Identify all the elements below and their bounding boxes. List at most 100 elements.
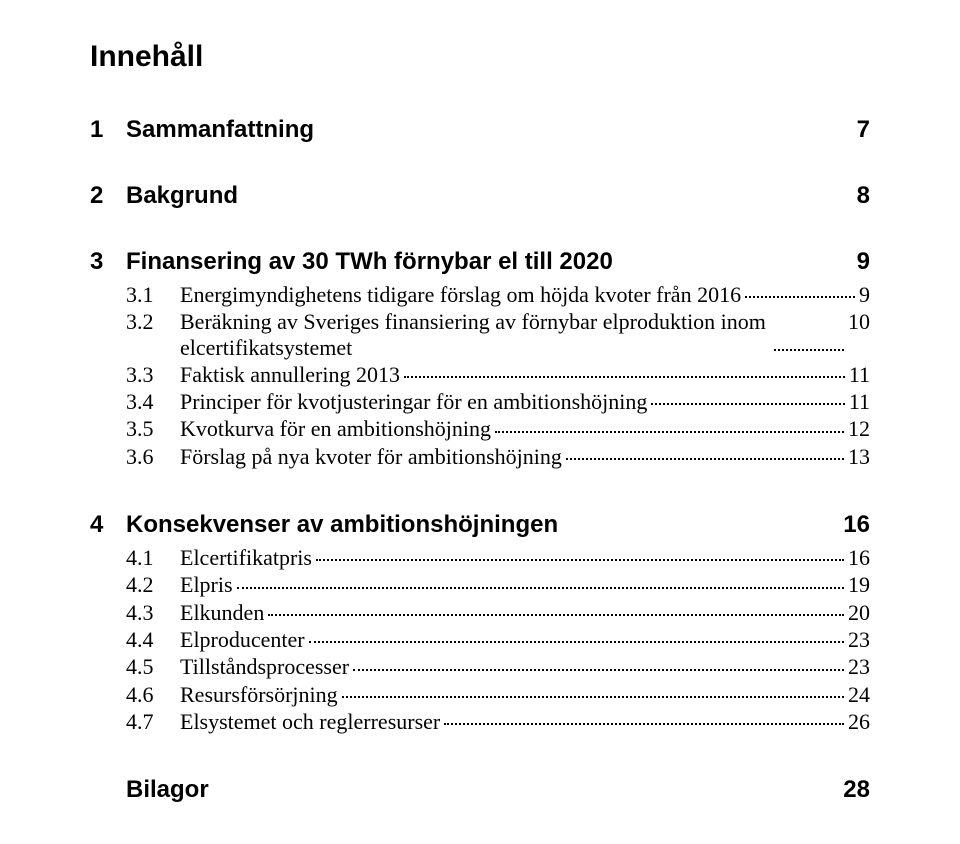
toc-sub-group: 4.1Elcertifikatpris 16 4.2Elpris 19 4.3Elkun…	[90, 545, 870, 734]
toc-sub-page: 26	[846, 709, 870, 734]
toc-sub-title-wrap: Förslag på nya kvoter för ambitionshöjni…	[180, 444, 846, 469]
toc-section-number: 3	[90, 248, 126, 276]
toc-sub-page: 23	[846, 654, 870, 679]
toc-sub-page: 13	[846, 444, 870, 469]
toc-section-title: Bilagor	[126, 776, 835, 804]
toc-leader-dots	[566, 457, 844, 460]
toc-sub-page: 9	[857, 282, 870, 307]
toc-sub-group: 3.1Energimyndighetens tidigare förslag o…	[90, 282, 870, 469]
toc-sub-title: Elpris	[180, 572, 233, 597]
toc-sub-row: 3.4Principer för kvotjusteringar för en …	[90, 389, 870, 414]
toc-leader-dots	[651, 402, 844, 405]
toc-sub-row: 4.2Elpris 19	[90, 572, 870, 597]
toc-sub-page: 23	[846, 627, 870, 652]
toc-sub-title: Elproducenter	[180, 627, 305, 652]
toc-sub-row: 4.7Elsystemet och reglerresurser 26	[90, 709, 870, 734]
toc-sub-row: 4.4Elproducenter 23	[90, 627, 870, 652]
toc-sub-title: Beräkning av Sveriges finansiering av fö…	[180, 309, 770, 360]
toc-sub-number: 4.5	[90, 654, 180, 679]
toc-section-number: 2	[90, 182, 126, 210]
toc-leader-dots	[353, 668, 844, 671]
toc-sub-number: 3.5	[90, 416, 180, 441]
toc-leader-dots	[745, 295, 855, 298]
toc-sub-number: 3.3	[90, 362, 180, 387]
toc-sub-title-wrap: Elsystemet och reglerresurser	[180, 709, 846, 734]
toc-sub-title: Kvotkurva för en ambitionshöjning	[180, 416, 491, 441]
toc-sub-title: Faktisk annullering 2013	[180, 362, 400, 387]
toc-sub-number: 4.7	[90, 709, 180, 734]
toc-section-row: 4Konsekvenser av ambitionshöjningen16	[90, 511, 870, 539]
toc-sub-row: 4.6Resursförsörjning 24	[90, 682, 870, 707]
toc-section-page: 9	[849, 248, 870, 276]
toc-page: Innehåll 1Sammanfattning7 2Bakgrund8 3Fina…	[0, 0, 960, 844]
toc-sub-row: 3.6Förslag på nya kvoter för ambitionshö…	[90, 444, 870, 469]
toc-leader-dots	[774, 348, 844, 351]
toc-sub-title-wrap: Kvotkurva för en ambitionshöjning	[180, 416, 846, 441]
toc-leader-dots	[342, 695, 844, 698]
toc-sub-page: 11	[847, 362, 870, 387]
toc-sub-title: Elcertifikatpris	[180, 545, 312, 570]
toc-section-title: Sammanfattning	[126, 116, 849, 144]
toc-sub-title-wrap: Elpris	[180, 572, 846, 597]
toc-sub-title-wrap: Energimyndighetens tidigare förslag om h…	[180, 282, 857, 307]
toc-sub-page: 10	[846, 309, 870, 334]
toc-section-page: 28	[835, 776, 870, 804]
toc-section-row: 1Sammanfattning7	[90, 116, 870, 144]
toc-container: 1Sammanfattning7 2Bakgrund8 3Finansering a…	[90, 116, 870, 804]
toc-section-page: 16	[835, 511, 870, 539]
toc-sub-title-wrap: Resursförsörjning	[180, 682, 846, 707]
toc-sub-title: Tillståndsprocesser	[180, 654, 349, 679]
toc-sub-page: 19	[846, 572, 870, 597]
toc-section-row: 2Bakgrund8	[90, 182, 870, 210]
toc-sub-number: 4.3	[90, 600, 180, 625]
toc-leader-dots	[444, 722, 844, 725]
toc-sub-title-wrap: Beräkning av Sveriges finansiering av fö…	[180, 309, 846, 360]
toc-leader-dots	[268, 613, 844, 616]
toc-section-title: Finansering av 30 TWh förnybar el till 2…	[126, 248, 849, 276]
toc-sub-page: 12	[846, 416, 870, 441]
toc-sub-number: 3.2	[90, 309, 180, 334]
toc-sub-title-wrap: Principer för kvotjusteringar för en amb…	[180, 389, 847, 414]
toc-sub-row: 3.1Energimyndighetens tidigare förslag o…	[90, 282, 870, 307]
toc-sub-title-wrap: Elproducenter	[180, 627, 846, 652]
page-title: Innehåll	[90, 40, 870, 74]
toc-leader-dots	[309, 640, 844, 643]
toc-sub-number: 3.1	[90, 282, 180, 307]
toc-sub-page: 16	[846, 545, 870, 570]
toc-sub-row: 4.3Elkunden 20	[90, 600, 870, 625]
toc-sub-title-wrap: Elkunden	[180, 600, 846, 625]
toc-sub-row: 4.1Elcertifikatpris 16	[90, 545, 870, 570]
toc-sub-row: 3.5Kvotkurva för en ambitionshöjning 12	[90, 416, 870, 441]
toc-sub-title: Elsystemet och reglerresurser	[180, 709, 440, 734]
toc-sub-row: 4.5Tillståndsprocesser 23	[90, 654, 870, 679]
toc-sub-number: 4.2	[90, 572, 180, 597]
toc-leader-dots	[237, 586, 844, 589]
toc-leader-dots	[495, 430, 844, 433]
toc-sub-page: 11	[847, 389, 870, 414]
toc-section-page: 7	[849, 116, 870, 144]
toc-sub-title-wrap: Faktisk annullering 2013	[180, 362, 847, 387]
toc-sub-number: 3.6	[90, 444, 180, 469]
toc-section-title: Konsekvenser av ambitionshöjningen	[126, 511, 835, 539]
toc-leader-dots	[404, 375, 845, 378]
toc-sub-number: 3.4	[90, 389, 180, 414]
toc-sub-number: 4.6	[90, 682, 180, 707]
toc-sub-title: Förslag på nya kvoter för ambitionshöjni…	[180, 444, 562, 469]
toc-section-row: Bilagor28	[90, 776, 870, 804]
toc-sub-row: 3.2Beräkning av Sveriges finansiering av…	[90, 309, 870, 360]
toc-sub-number: 4.4	[90, 627, 180, 652]
toc-section-title: Bakgrund	[126, 182, 849, 210]
toc-section-number: 4	[90, 511, 126, 539]
toc-sub-title: Principer för kvotjusteringar för en amb…	[180, 389, 647, 414]
toc-sub-number: 4.1	[90, 545, 180, 570]
toc-leader-dots	[316, 558, 844, 561]
toc-sub-row: 3.3Faktisk annullering 2013 11	[90, 362, 870, 387]
toc-sub-title: Elkunden	[180, 600, 264, 625]
toc-sub-title: Resursförsörjning	[180, 682, 338, 707]
toc-section-number: 1	[90, 116, 126, 144]
toc-sub-title-wrap: Elcertifikatpris	[180, 545, 846, 570]
toc-sub-page: 20	[846, 600, 870, 625]
toc-sub-title: Energimyndighetens tidigare förslag om h…	[180, 282, 741, 307]
toc-section-page: 8	[849, 182, 870, 210]
toc-sub-page: 24	[846, 682, 870, 707]
